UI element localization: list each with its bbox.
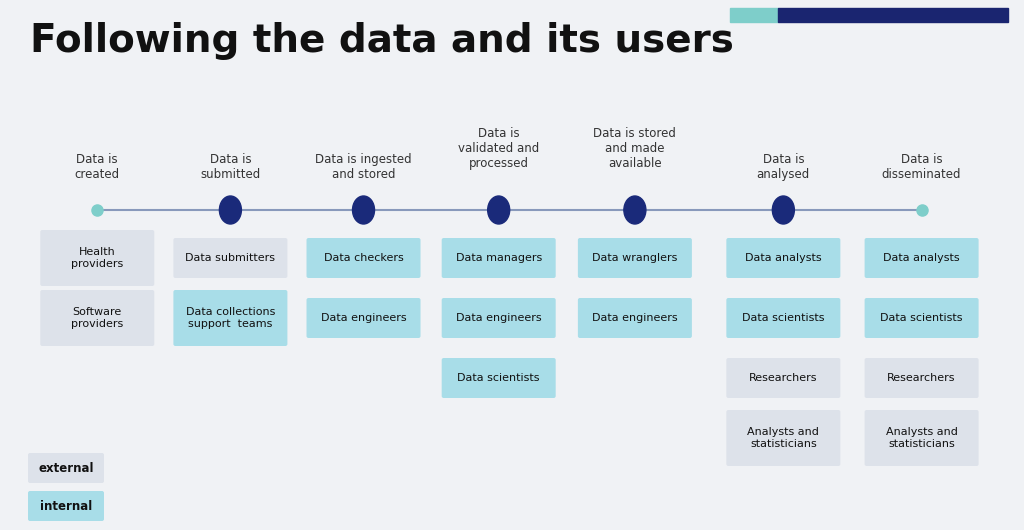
Text: internal: internal [40,499,92,513]
Text: Data scientists: Data scientists [742,313,824,323]
Ellipse shape [219,196,242,224]
Ellipse shape [352,196,375,224]
Text: Analysts and
statisticians: Analysts and statisticians [748,427,819,449]
Text: Data is
disseminated: Data is disseminated [882,153,962,181]
Text: external: external [38,462,94,474]
FancyBboxPatch shape [726,298,841,338]
Text: Software
providers: Software providers [71,307,124,329]
FancyBboxPatch shape [578,298,692,338]
Bar [730,8,778,22]
Text: Researchers: Researchers [750,373,817,383]
Text: Data is stored
and made
available: Data is stored and made available [594,127,676,170]
Text: Data engineers: Data engineers [321,313,407,323]
FancyBboxPatch shape [726,238,841,278]
Text: Data scientists: Data scientists [458,373,540,383]
FancyBboxPatch shape [306,238,421,278]
Ellipse shape [772,196,795,224]
FancyBboxPatch shape [726,358,841,398]
Text: Data is
validated and
processed: Data is validated and processed [458,127,540,170]
Text: Data engineers: Data engineers [592,313,678,323]
Text: Data is
submitted: Data is submitted [201,153,260,181]
Text: Data engineers: Data engineers [456,313,542,323]
FancyBboxPatch shape [441,358,556,398]
Text: Data submitters: Data submitters [185,253,275,263]
Text: Data wranglers: Data wranglers [592,253,678,263]
Text: Data is ingested
and stored: Data is ingested and stored [315,153,412,181]
Bar [778,8,1008,22]
FancyBboxPatch shape [864,358,979,398]
FancyBboxPatch shape [864,410,979,466]
FancyBboxPatch shape [173,290,288,346]
Text: Data scientists: Data scientists [881,313,963,323]
Text: Data collections
support  teams: Data collections support teams [185,307,275,329]
Text: Data analysts: Data analysts [745,253,821,263]
FancyBboxPatch shape [173,238,288,278]
FancyBboxPatch shape [864,238,979,278]
FancyBboxPatch shape [864,298,979,338]
Text: Data managers: Data managers [456,253,542,263]
FancyBboxPatch shape [28,453,104,483]
FancyBboxPatch shape [40,290,155,346]
Text: Data is
analysed: Data is analysed [757,153,810,181]
FancyBboxPatch shape [578,238,692,278]
Ellipse shape [487,196,510,224]
FancyBboxPatch shape [306,298,421,338]
Text: Analysts and
statisticians: Analysts and statisticians [886,427,957,449]
FancyBboxPatch shape [441,238,556,278]
Text: Data checkers: Data checkers [324,253,403,263]
Text: Data is
created: Data is created [75,153,120,181]
Text: Health
providers: Health providers [71,247,124,269]
Text: Following the data and its users: Following the data and its users [30,22,734,60]
Text: Data analysts: Data analysts [884,253,959,263]
FancyBboxPatch shape [28,491,104,521]
FancyBboxPatch shape [726,410,841,466]
Text: Researchers: Researchers [888,373,955,383]
FancyBboxPatch shape [40,230,155,286]
FancyBboxPatch shape [441,298,556,338]
Ellipse shape [624,196,646,224]
